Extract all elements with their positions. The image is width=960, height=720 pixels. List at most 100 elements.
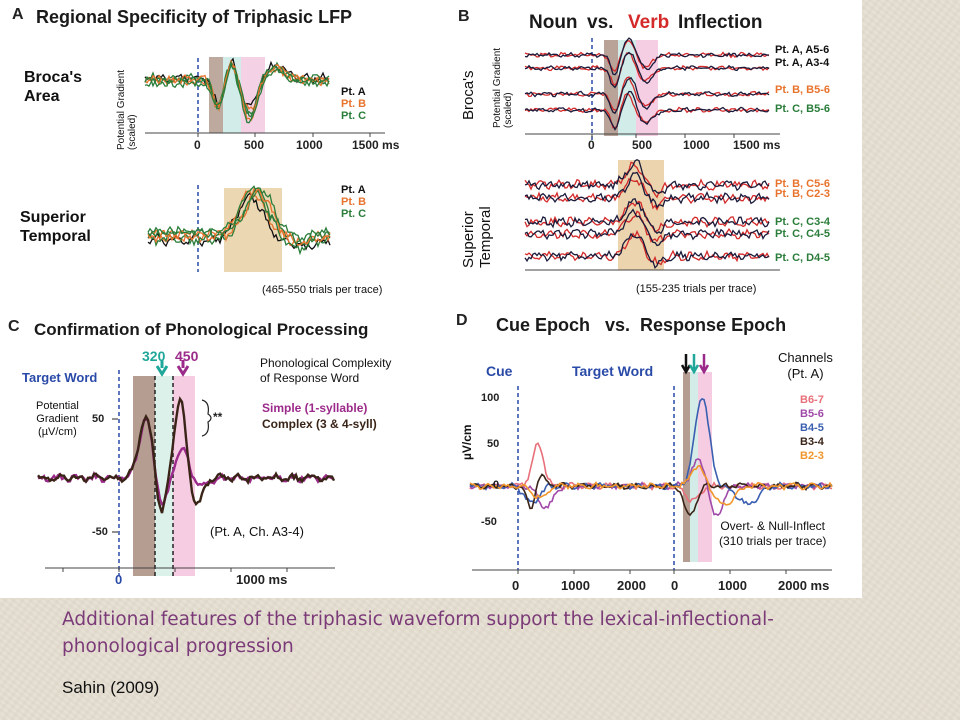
panel-b-trace-label-9: Pt. C, D4-5: [775, 252, 831, 264]
panel-c-450-arrow: [176, 360, 190, 377]
panel-b-title-rest: Inflection: [678, 12, 763, 33]
panel-a-lexical-window: [209, 57, 223, 133]
panel-c-complex-trace: [37, 396, 336, 514]
panel-d-xtick-resp-2000: 2000 ms: [778, 578, 830, 593]
panel-b-xtick-500: 500: [632, 138, 653, 152]
panel-a-legend2-3: Pt. C: [341, 208, 367, 220]
panel-d-xtick-resp-1000: 1000: [718, 578, 747, 593]
panel-d-arrow-purple: [698, 354, 710, 375]
panel-b-trace-label-8: Pt. C, C4-5: [775, 228, 831, 240]
panel-a-xtick-500: 500: [244, 138, 265, 152]
panel-b-trace-label-1: Pt. A, A5-6: [775, 44, 830, 56]
panel-d-plot: [469, 354, 833, 574]
panel-b-noun-temporal-trace-1: [524, 158, 770, 195]
panel-c-significance-bracket: [201, 399, 212, 437]
panel-d-xtick-cue-2000: 2000: [617, 578, 646, 593]
panel-d-letter: D: [456, 312, 468, 329]
panel-d-channels-title: Channels (Pt. A): [778, 350, 833, 381]
panel-b-verb-temporal-trace-1: [524, 161, 770, 199]
panel-b-title-vs: vs.: [587, 12, 614, 33]
panel-d-target-word: Target Word: [572, 363, 654, 379]
panel-d-ytick-0: 0: [493, 479, 500, 491]
panel-a-row1-label: Broca's Area: [24, 69, 83, 105]
panel-b-title-noun: Noun: [529, 12, 578, 33]
panel-c-ytick-50: 50: [92, 413, 105, 425]
panel-c-y-label: Potential Gradient (µV/cm): [36, 400, 79, 438]
panel-b-verb-temporal-trace-4: [524, 210, 770, 243]
panel-c-title: Confirmation of Phonological Processing: [34, 320, 369, 339]
panel-d-channel-2: B5-6: [800, 408, 824, 420]
panel-d-cue: Cue: [486, 363, 513, 379]
panel-a-row2-label: Superior Temporal: [20, 209, 91, 245]
panel-c-marker-320: 320: [142, 348, 166, 364]
panel-c-legend-simple: Simple (1-syllable): [262, 401, 368, 415]
panel-b-noun-trace-2: [524, 51, 770, 89]
panel-a-legend-2: Pt. B: [341, 98, 367, 110]
panel-d-xtick-cue-1000: 1000: [561, 578, 590, 593]
panel-d-channel-1: B6-7: [800, 394, 824, 406]
panel-d-channel-4: B3-4: [800, 436, 824, 448]
panel-b-temporal-window: [618, 160, 664, 270]
panel-a-plot: [144, 57, 385, 272]
panel-b-trace-label-7: Pt. C, C3-4: [775, 216, 831, 228]
panel-a-phonology-window: [241, 57, 265, 133]
panel-b-trace-label-2: Pt. A, A3-4: [775, 57, 830, 69]
panel-b-noun-temporal-trace-5: [524, 232, 770, 270]
panel-c-marker-450: 450: [175, 348, 199, 364]
panel-b-verb-temporal-trace-2: [524, 177, 770, 211]
panel-a-temporal-trace-6: [147, 187, 331, 246]
panel-d-arrow-teal: [688, 354, 700, 375]
panel-b-xtick-0: 0: [588, 138, 595, 152]
panel-c-note: (Pt. A, Ch. A3-4): [210, 524, 304, 539]
panel-b-verb-trace-2: [524, 52, 770, 87]
panel-b-noun-trace-4: [524, 90, 770, 131]
panel-c-ytick-neg50: -50: [92, 526, 108, 538]
panel-b-verb-trace-4: [524, 92, 770, 129]
panel-c-plot: [37, 360, 336, 576]
panel-c-significance: **: [213, 410, 223, 424]
panel-a-legend-3: Pt. C: [341, 110, 367, 122]
panel-d-ytick-neg50: -50: [481, 516, 497, 528]
panel-b-trace-label-4: Pt. C, B5-6: [775, 103, 831, 115]
panel-a-legend2-2: Pt. B: [341, 196, 367, 208]
panel-b-noun-temporal-trace-4: [524, 208, 770, 247]
panel-b-noun-trace-1: [524, 37, 770, 76]
panel-d-title: Cue Epoch vs. Response Epoch: [496, 315, 787, 335]
panel-d-xtick-cue-0: 0: [512, 578, 520, 593]
panel-d-channel-5: B2-3: [800, 450, 824, 462]
panel-a-trials-note: (465-550 trials per trace): [262, 284, 383, 296]
panel-d-ytick-100: 100: [481, 392, 500, 404]
panel-c-xtick-0: 0: [115, 572, 123, 587]
panel-c-target-word: Target Word: [22, 370, 98, 385]
panel-b-trace-label-5: Pt. B, C5-6: [775, 178, 831, 190]
panel-a-letter: A: [12, 6, 24, 23]
panel-d-ytick-50: 50: [487, 438, 500, 450]
panel-d-y-label: µV/cm: [460, 424, 474, 460]
panel-b-trace-label-3: Pt. B, B5-6: [775, 84, 831, 96]
panel-d-arrow-black: [680, 354, 692, 375]
panel-b-letter: B: [458, 8, 470, 25]
panel-b-trials-note: (155-235 trials per trace): [636, 283, 757, 295]
panel-b-xtick-1000: 1000: [683, 138, 710, 152]
panel-b-plot: [524, 37, 780, 271]
panel-d-channel-trace-1: [469, 442, 833, 504]
panel-d-note: Overt- & Null-Inflect (310 trials per tr…: [719, 519, 827, 548]
panel-c-phonology-window: [173, 376, 195, 576]
panel-b-trace-label-6: Pt. B, C2-3: [775, 188, 831, 200]
panel-c-letter: C: [8, 318, 20, 335]
panel-d-channel-3: B4-5: [800, 422, 824, 434]
panel-a-temporal-trace-3: [147, 185, 331, 245]
panel-b-xtick-1500: 1500 ms: [733, 138, 781, 152]
panel-b-noun-trace-3: [524, 76, 770, 115]
panel-a-broca-trace-6: [144, 63, 330, 124]
slide-caption: Additional features of the triphasic wav…: [62, 609, 774, 657]
citation: Sahin (2009): [62, 678, 160, 697]
panel-c-320-arrow: [155, 360, 169, 377]
panel-d-phonology-window: [698, 372, 712, 562]
panel-c-legend-complex: Complex (3 & 4-syll): [262, 417, 377, 431]
panel-c-legend-title: Phonological Complexity of Response Word: [260, 356, 392, 385]
panel-b-noun-temporal-trace-2: [524, 171, 770, 209]
panel-a-title: Regional Specificity of Triphasic LFP: [36, 7, 353, 27]
panel-b-verb-temporal-trace-5: [524, 229, 770, 266]
panel-c-lexical-window: [133, 376, 155, 576]
